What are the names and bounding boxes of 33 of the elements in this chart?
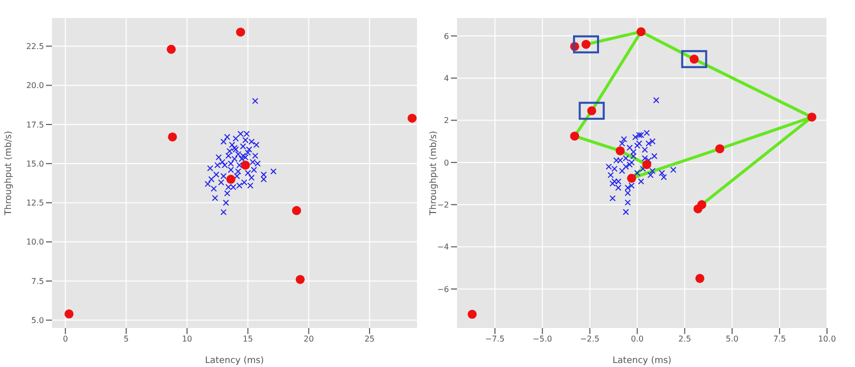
x-tick-label: 0.0 [630, 334, 644, 344]
y-tick-label: 17.5 [26, 120, 44, 130]
y-tick-label: 4 [444, 74, 449, 83]
y-tick-label: 22.5 [26, 42, 44, 52]
x-tick-label: 0 [62, 334, 68, 344]
x-tick-label: −7.5 [485, 334, 505, 344]
x-tick-label: 20 [304, 334, 314, 344]
x-tick-label: 10 [182, 334, 192, 344]
x-tick-label: 5 [124, 334, 129, 344]
y-tick-label: −2 [437, 200, 449, 210]
y-tick-label: 20.0 [26, 81, 44, 90]
y-tick-label: 10.0 [26, 238, 44, 247]
x-axis-title: Latency (ms) [205, 356, 264, 366]
x-tick-label: 10.0 [818, 334, 836, 344]
x-tick-label: 5.0 [726, 334, 738, 344]
y-axis-title: Throughput (mb/s) [4, 130, 14, 216]
x-tick-label: −2.5 [580, 334, 600, 344]
y-axis-title: Throughput (mb/s) [429, 130, 439, 216]
y-tick-label: 7.5 [31, 276, 44, 286]
x-tick-label: 7.5 [773, 334, 786, 344]
y-tick-label: 6 [444, 32, 449, 41]
x-tick-label: 15 [242, 334, 253, 344]
y-tick-label: 15.0 [26, 159, 44, 168]
x-tick-label: 25 [364, 334, 375, 344]
y-tick-label: −4 [437, 242, 449, 252]
y-tick-label: 5.0 [31, 316, 44, 326]
x-axis-title: Latency (ms) [612, 356, 672, 366]
x-tick-label: 2.5 [678, 334, 692, 344]
y-tick-label: −6 [437, 284, 449, 294]
y-tick-label: 2 [444, 116, 449, 126]
y-tick-label: 12.5 [26, 198, 44, 208]
y-tick-label: 0 [444, 158, 449, 168]
x-tick-label: −5.0 [532, 334, 552, 344]
